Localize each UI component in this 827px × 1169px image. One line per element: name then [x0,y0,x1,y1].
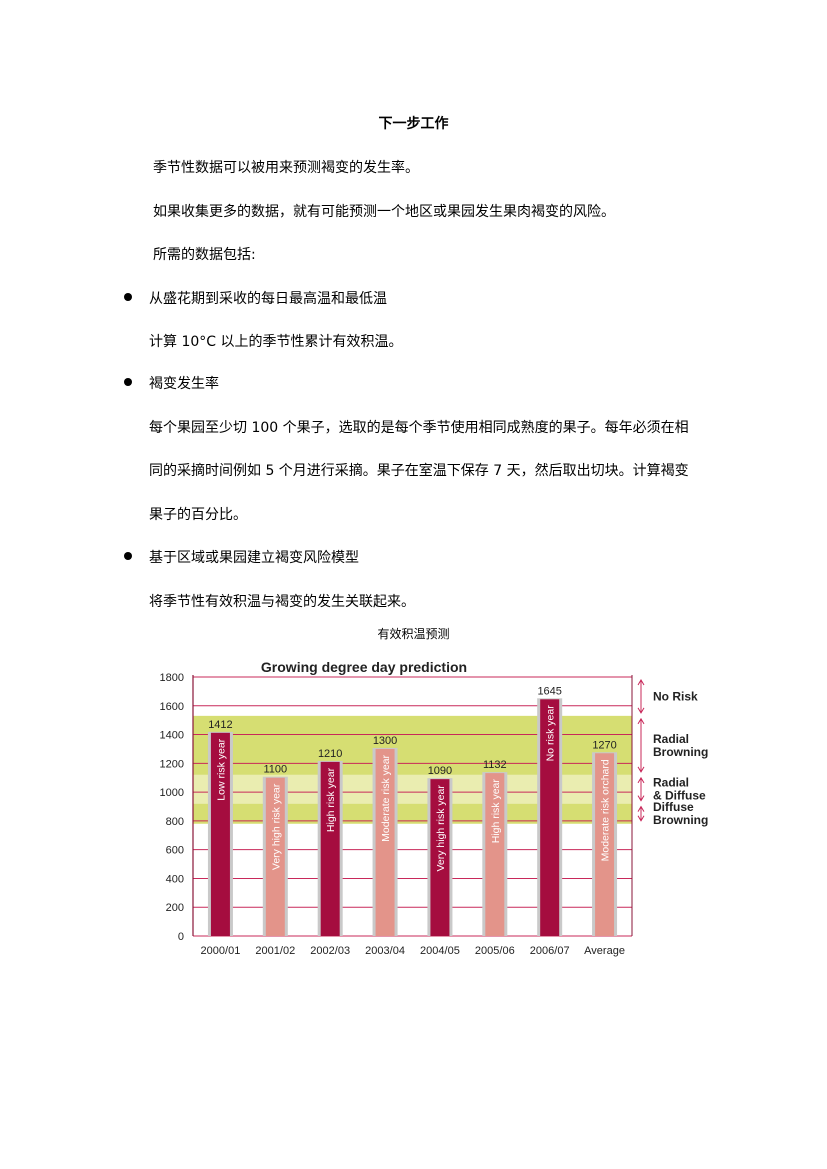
arrow-head [637,805,645,812]
bullet-heading: 褐变发生率 [149,376,219,392]
x-tick-label: Average [584,945,625,957]
chart-title: Growing degree day prediction [261,659,467,675]
bar [595,753,615,936]
y-tick-label: 1400 [160,730,184,742]
risk-band [193,803,632,824]
risk-zone-label: Browning [653,813,708,827]
risk-zone-label: No Risk [653,689,698,703]
bar-value-label: 1090 [428,765,452,777]
bar-value-label: 1412 [208,719,232,731]
bullet-dot [124,378,132,386]
bullet-dot [124,552,132,560]
growing-degree-day-chart: 1412 Low risk year 1100 Very high risk year… [160,659,708,957]
bullet-heading: 从盛花期到采收的每日最高温和最低温 [149,291,387,307]
arrow-head [637,776,645,784]
bullet-text: 计算 10°C 以上的季节性累计有效积温。 [149,334,403,350]
risk-zone-label: Radial [653,732,689,746]
arrow-head [637,679,645,686]
risk-zone-label: Radial [653,776,689,790]
risk-band [193,774,632,804]
arrow-head [637,815,645,822]
x-tick-label: 2004/05 [420,945,460,957]
x-tick-label: 2001/02 [255,945,295,957]
bar-inner-label: High risk year [490,779,502,844]
bar-value-label: 1300 [373,735,397,747]
intro-paragraph: 所需的数据包括: [153,247,256,263]
bar-inner-label: High risk year [325,767,337,832]
bullet-dot [124,293,132,301]
page-title: 下一步工作 [378,116,449,132]
x-tick-label: 2002/03 [310,945,350,957]
bar-inner-label: Very high risk year [270,783,282,870]
y-tick-label: 1800 [160,672,184,684]
bar-inner-label: Low risk year [215,738,227,800]
bar [210,732,230,936]
bar [265,777,285,936]
y-tick-label: 0 [178,931,184,943]
x-tick-label: 2006/07 [530,945,570,957]
bullet-text: 果子的百分比。 [149,507,247,523]
bar [320,761,340,936]
bar [430,779,450,936]
arrow-head [637,795,645,802]
arrow-head [637,766,645,773]
intro-paragraph: 如果收集更多的数据，就有可能预测一个地区或果园发生果肉褐变的风险。 [153,204,615,220]
bar-inner-label: Moderate risk year [380,754,392,841]
bar-value-label: 1132 [483,759,507,771]
bullet-text: 每个果园至少切 100 个果子，选取的是每个季节使用相同成熟度的果子。每年必须在… [149,420,689,436]
y-tick-label: 1000 [160,787,184,799]
bar [375,748,395,936]
y-tick-label: 1200 [160,758,184,770]
risk-zone-label: & Diffuse [653,789,706,803]
x-tick-label: 2005/06 [475,945,515,957]
y-tick-label: 400 [166,873,184,885]
risk-zone-label: Browning [653,745,708,759]
bullet-text: 将季节性有效积温与褐变的发生关联起来。 [149,594,415,610]
bar-inner-label: No risk year [545,705,557,762]
bullet-text: 同的采摘时间例如 5 个月进行采摘。果子在室温下保存 7 天，然后取出切块。计算… [149,463,689,479]
bar-inner-label: Very high risk year [435,785,447,872]
bar-value-label: 1210 [318,748,342,760]
y-tick-label: 200 [166,902,184,914]
bar-inner-label: Moderate risk orchard [600,759,612,861]
bar-value-label: 1645 [537,685,561,697]
arrow-head [637,717,645,725]
intro-paragraph: 季节性数据可以被用来预测褐变的发生率。 [153,160,419,176]
y-tick-label: 600 [166,845,184,857]
arrow-head [637,707,645,714]
risk-zone-label: Diffuse [653,800,694,814]
figure-caption: 有效积温预测 [377,627,450,641]
y-tick-label: 1600 [160,701,184,713]
x-tick-label: 2000/01 [201,945,241,957]
bullet-heading: 基于区域或果园建立褐变风险模型 [149,550,359,566]
bar-value-label: 1100 [263,764,287,776]
x-tick-label: 2003/04 [365,945,405,957]
bar [485,773,505,936]
y-tick-label: 800 [166,816,184,828]
bar [540,699,560,936]
bar-value-label: 1270 [592,739,616,751]
risk-band [193,715,632,775]
